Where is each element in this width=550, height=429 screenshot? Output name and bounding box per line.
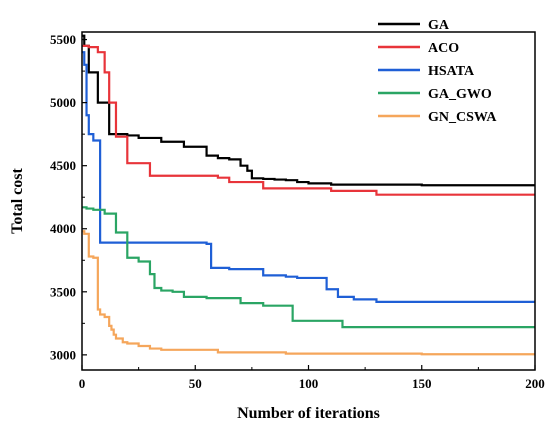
y-tick-label: 4500 <box>50 158 76 173</box>
x-tick-label: 200 <box>525 376 545 391</box>
legend-label: GN_CSWA <box>428 110 497 125</box>
y-tick-label: 5500 <box>50 32 76 47</box>
legend: GA ACO HSATA GA_GWO GN_CSWA <box>378 18 497 125</box>
series-layer <box>82 34 535 356</box>
x-axis-title: Number of iterations <box>237 405 380 422</box>
y-axis-title: Total cost <box>9 168 26 234</box>
plot-frame <box>81 31 536 371</box>
x-tick-label: 50 <box>189 376 202 391</box>
series-line-ga <box>82 34 535 187</box>
x-tick-label: 100 <box>299 376 319 391</box>
y-tick-label: 3500 <box>50 284 76 299</box>
series-line-ga-gwo <box>82 206 535 329</box>
series-line-hsata <box>82 51 535 303</box>
y-tick-label: 3000 <box>50 347 76 362</box>
legend-label: ACO <box>428 41 459 56</box>
series-line-gn-cswa <box>82 230 535 356</box>
legend-label: GA_GWO <box>428 87 492 102</box>
y-axis-ticks: 3000 3500 4000 4500 5000 5500 <box>50 32 87 362</box>
x-axis-ticks: 0 50 100 150 200 <box>79 365 545 391</box>
legend-label: HSATA <box>428 64 475 79</box>
legend-label: GA <box>428 18 450 33</box>
y-tick-label: 4000 <box>50 221 76 236</box>
y-tick-label: 5000 <box>50 95 76 110</box>
series-line-aco <box>82 44 535 196</box>
x-tick-label: 0 <box>79 376 86 391</box>
x-tick-label: 150 <box>412 376 432 391</box>
